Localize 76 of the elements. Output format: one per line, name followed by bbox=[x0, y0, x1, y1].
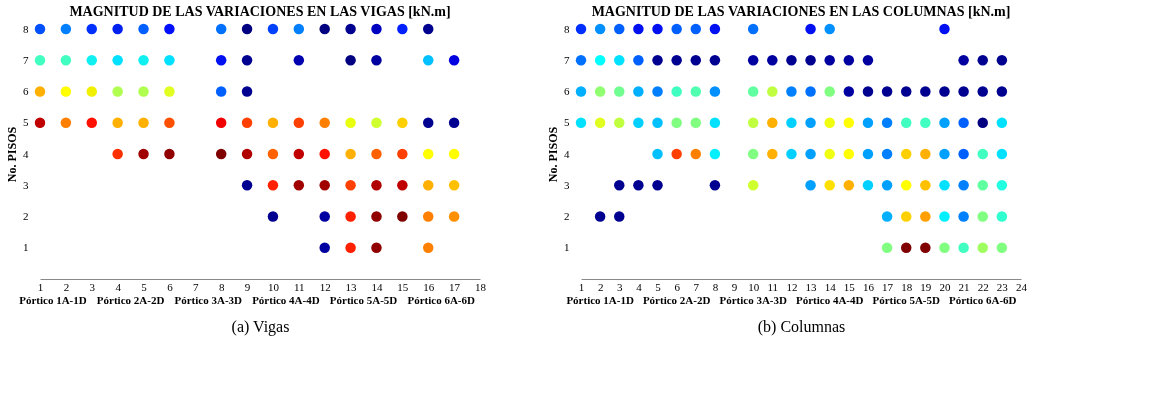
x-tick-label: 2 bbox=[597, 280, 604, 293]
x-tick-label: 7 bbox=[693, 280, 700, 293]
text: Pórtico 6A-6D bbox=[407, 294, 475, 306]
x-tick-label: 8 bbox=[712, 280, 719, 293]
y-tick-label: 3 bbox=[564, 178, 570, 191]
y-axis-title: No. PISOS bbox=[5, 126, 19, 183]
x-axis-title: (b) Columnas bbox=[757, 317, 846, 336]
text: Pórtico 5A-5D bbox=[329, 294, 398, 306]
text: Pórtico 4A-4D bbox=[795, 294, 864, 306]
x-tick-label: 7 bbox=[193, 280, 200, 293]
chart-title: MAGNITUD DE LAS VARIACIONES EN LAS COLUMNAS [kN.m] bbox=[591, 4, 1011, 19]
text: Pórtico 2A-2D bbox=[96, 294, 165, 306]
x-tick-label: 3 bbox=[617, 280, 624, 293]
x-axis-title: (a) Vigas bbox=[231, 317, 290, 336]
x-tick-label: 5 bbox=[655, 280, 662, 293]
text: Pórtico 3A-3D bbox=[719, 294, 787, 306]
x-tick-label: 22 bbox=[977, 280, 989, 293]
y-tick-label: 6 bbox=[23, 85, 29, 97]
x-tick-label: 4 bbox=[115, 280, 122, 293]
x-tick-label: 16 bbox=[423, 280, 435, 293]
x-tick-label: 3 bbox=[89, 280, 96, 293]
x-tick-label: 4 bbox=[636, 280, 643, 293]
y-tick-label: 6 bbox=[564, 85, 570, 97]
y-tick-label: 2 bbox=[23, 210, 29, 222]
text: Pórtico 1A-1D bbox=[566, 294, 634, 306]
text: Pórtico 6A-6D bbox=[948, 294, 1017, 306]
x-tick-label: 14 bbox=[824, 280, 837, 293]
y-tick-label: 1 bbox=[564, 241, 570, 254]
text: Pórtico 1A-1D bbox=[19, 294, 87, 306]
x-tick-label: 19 bbox=[920, 280, 932, 293]
text: Pórtico 4A-4D bbox=[252, 294, 320, 306]
x-tick-label: 14 bbox=[371, 280, 383, 293]
x-tick-label: 17 bbox=[882, 280, 894, 293]
x-tick-label: 11 bbox=[294, 280, 305, 293]
x-tick-label: 20 bbox=[939, 280, 951, 293]
x-tick-label: 10 bbox=[267, 280, 280, 293]
x-tick-label: 23 bbox=[996, 280, 1009, 293]
y-tick-label: 4 bbox=[564, 147, 570, 160]
x-tick-label: 15 bbox=[397, 280, 409, 293]
x-tick-label: 18 bbox=[475, 280, 487, 293]
x-tick-label: 5 bbox=[141, 280, 148, 293]
x-tick-label: 9 bbox=[244, 280, 251, 293]
x-tick-label: 15 bbox=[843, 280, 856, 293]
x-tick-label: 13 bbox=[345, 280, 358, 293]
y-tick-label: 2 bbox=[564, 210, 570, 222]
y-tick-label: 8 bbox=[564, 22, 570, 35]
x-tick-label: 1 bbox=[578, 280, 585, 293]
y-tick-label: 3 bbox=[23, 178, 29, 191]
x-tick-label: 21 bbox=[958, 280, 970, 293]
y-tick-label: 1 bbox=[23, 241, 29, 254]
y-tick-label: 4 bbox=[23, 147, 29, 160]
y-tick-label: 5 bbox=[564, 116, 570, 129]
x-tick-label: 11 bbox=[767, 280, 779, 293]
text: Pórtico 2A-2D bbox=[642, 294, 711, 306]
x-tick-label: 9 bbox=[731, 280, 738, 293]
x-tick-label: 16 bbox=[862, 280, 875, 293]
x-tick-label: 6 bbox=[674, 280, 681, 293]
x-tick-label: 17 bbox=[449, 280, 461, 293]
y-tick-label: 5 bbox=[23, 116, 29, 129]
x-tick-label: 13 bbox=[805, 280, 818, 293]
y-tick-label: 7 bbox=[564, 53, 570, 66]
x-tick-label: 6 bbox=[167, 280, 174, 293]
x-tick-label: 2 bbox=[63, 280, 70, 293]
chart-title: MAGNITUD DE LAS VARIACIONES EN LAS VIGAS [kN.m] bbox=[69, 4, 451, 19]
x-tick-label: 8 bbox=[218, 280, 225, 293]
text: Pórtico 3A-3D bbox=[174, 294, 243, 306]
x-tick-label: 12 bbox=[786, 280, 798, 293]
y-tick-label: 8 bbox=[23, 22, 29, 35]
x-tick-label: 24 bbox=[1016, 280, 1028, 293]
x-tick-label: 1 bbox=[37, 280, 44, 293]
x-tick-label: 12 bbox=[319, 280, 331, 293]
x-tick-label: 10 bbox=[748, 280, 760, 293]
text: Pórtico 5A-5D bbox=[872, 294, 941, 306]
y-tick-label: 7 bbox=[23, 53, 29, 66]
y-axis-title: No. PISOS bbox=[546, 126, 560, 183]
x-tick-label: 18 bbox=[901, 280, 913, 293]
